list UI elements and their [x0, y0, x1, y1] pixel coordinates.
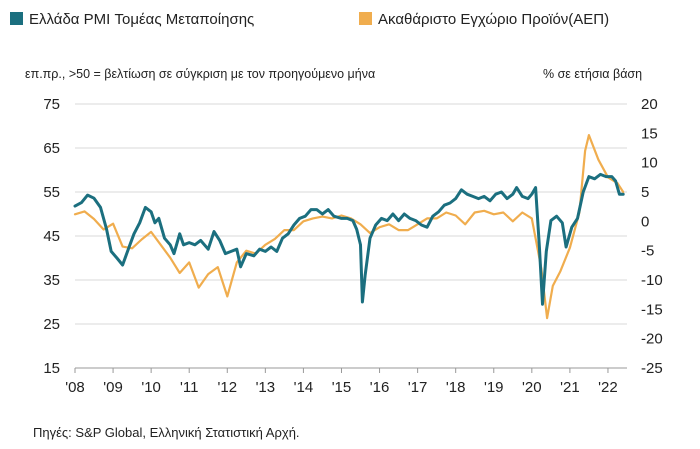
right-axis-label: % σε ετήσια βάση [543, 67, 642, 81]
legend-label-pmi: Ελλάδα PMI Τομέας Μεταποίησης [29, 11, 254, 28]
left-axis-ticks: 75 65 55 45 35 25 15 [43, 96, 60, 377]
legend-swatch-pmi [10, 12, 23, 25]
x-tick-label: '08 [65, 379, 85, 396]
right-tick-label: 10 [641, 155, 658, 172]
x-tick-label: '17 [408, 379, 428, 396]
left-tick-label: 45 [43, 228, 60, 245]
legend-swatch-gdp [359, 12, 372, 25]
series-line-gdp [73, 134, 625, 320]
x-tick-label: '20 [522, 379, 542, 396]
left-tick-label: 25 [43, 316, 60, 333]
right-axis-ticks: 20 15 10 5 0 -5 -10 -15 -20 -25 [641, 96, 663, 377]
x-tick-label: '13 [256, 379, 276, 396]
x-tick-label: '22 [598, 379, 618, 396]
grid [75, 103, 627, 369]
left-tick-label: 65 [43, 140, 60, 157]
right-tick-label: 0 [641, 213, 649, 230]
right-tick-label: 20 [641, 96, 658, 113]
right-tick-label: -25 [641, 360, 663, 377]
x-tick-label: '15 [332, 379, 352, 396]
x-tick-label: '10 [141, 379, 161, 396]
x-tick-label: '09 [103, 379, 123, 396]
left-tick-label: 15 [43, 360, 60, 377]
x-axis-ticks: '08 '09 '10 '11 '12 '13 '14 '15 '16 '17 '18 '19 '20 '… [65, 368, 618, 396]
x-tick-label: '11 [180, 379, 198, 396]
left-axis-label: επ.πρ., >50 = βελτίωση σε σύγκριση με το… [25, 67, 375, 81]
series-group [73, 134, 625, 320]
left-tick-label: 55 [43, 184, 60, 201]
x-tick-label: '16 [370, 379, 390, 396]
legend: Ελλάδα PMI Τομέας Μεταποίησης Ακαθάριστο… [10, 11, 609, 28]
right-tick-label: -5 [641, 243, 654, 260]
left-tick-label: 75 [43, 96, 60, 113]
x-tick-label: '21 [560, 379, 580, 396]
x-tick-label: '14 [294, 379, 314, 396]
right-tick-label: -15 [641, 301, 663, 318]
left-tick-label: 35 [43, 272, 60, 289]
right-tick-label: 15 [641, 125, 658, 142]
x-tick-label: '19 [484, 379, 504, 396]
right-tick-label: -20 [641, 331, 663, 348]
legend-label-gdp: Ακαθάριστο Εγχώριο Προϊόν(ΑΕΠ) [378, 11, 609, 28]
right-tick-label: 5 [641, 184, 649, 201]
source-note: Πηγές: S&P Global, Ελληνική Στατιστική Α… [33, 425, 300, 440]
x-tick-label: '18 [446, 379, 466, 396]
series-line-pmi [73, 172, 625, 306]
right-tick-label: -10 [641, 272, 663, 289]
x-tick-label: '12 [217, 379, 237, 396]
